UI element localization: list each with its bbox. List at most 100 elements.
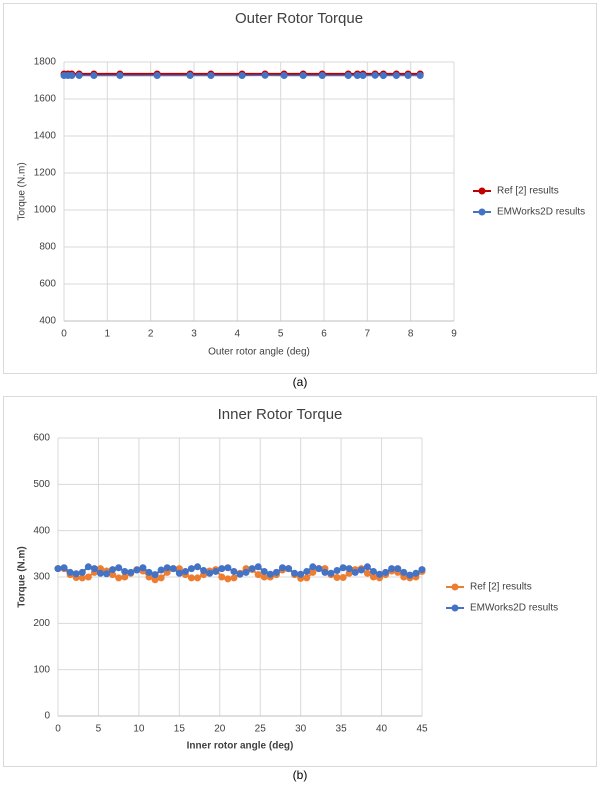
point [333, 567, 341, 575]
point [272, 568, 280, 576]
legend-marker [451, 583, 459, 591]
point [115, 574, 123, 582]
point [75, 72, 83, 80]
chart-title: Inner Rotor Torque [218, 406, 343, 423]
point [121, 567, 129, 575]
x-tick-label: 5 [96, 724, 102, 735]
point [382, 568, 390, 576]
x-tick-label: 7 [365, 329, 371, 340]
x-tick-label: 20 [214, 724, 226, 735]
point [369, 573, 377, 581]
y-tick-label: 1600 [34, 94, 57, 105]
point [371, 71, 379, 79]
point [194, 574, 202, 582]
point [133, 566, 141, 574]
point [236, 570, 244, 578]
point [363, 563, 371, 571]
point [151, 571, 159, 579]
point [299, 72, 307, 80]
point [68, 72, 76, 80]
x-tick-label: 0 [55, 724, 61, 735]
point [90, 72, 98, 80]
x-tick-label: 40 [376, 724, 388, 735]
point [145, 568, 153, 576]
x-tick-label: 45 [416, 724, 428, 735]
point [297, 570, 305, 578]
point [78, 568, 86, 576]
point [206, 569, 214, 577]
point [96, 569, 104, 577]
legend-label: Ref [2] results [470, 582, 532, 593]
point [260, 573, 268, 581]
point [369, 567, 377, 575]
point [291, 569, 299, 577]
point [327, 569, 335, 577]
point [78, 574, 86, 582]
point [187, 574, 195, 582]
point [345, 565, 353, 573]
point [116, 72, 124, 80]
point [163, 564, 171, 572]
point [278, 564, 286, 572]
point [392, 72, 400, 80]
point [151, 576, 159, 584]
point [285, 565, 293, 573]
point [353, 72, 361, 80]
caption: (b) [293, 768, 308, 782]
y-tick-label: 600 [39, 279, 56, 290]
point [242, 568, 250, 576]
x-tick-label: 5 [278, 329, 284, 340]
point [248, 565, 256, 573]
legend-marker [451, 604, 459, 612]
x-axis-label: Outer rotor angle (deg) [208, 347, 310, 358]
point [406, 571, 414, 579]
y-tick-label: 1000 [34, 205, 57, 216]
legend-label: Ref [2] results [497, 186, 559, 197]
y-tick-label: 0 [44, 711, 50, 722]
point [218, 573, 226, 581]
point [200, 567, 208, 575]
x-tick-label: 4 [235, 329, 241, 340]
x-tick-label: 1 [105, 329, 111, 340]
point [153, 72, 161, 80]
point [109, 571, 117, 579]
point [72, 570, 80, 578]
point [157, 574, 165, 582]
point [321, 568, 329, 576]
x-tick-label: 30 [295, 724, 307, 735]
point [359, 72, 367, 80]
point [169, 565, 177, 573]
point [175, 569, 183, 577]
caption: (a) [293, 375, 308, 389]
x-tick-label: 0 [61, 329, 67, 340]
y-axis-label: Torque (N.m) [17, 546, 28, 607]
point [344, 72, 352, 80]
point [238, 72, 246, 80]
point [84, 573, 92, 581]
y-tick-label: 500 [33, 479, 50, 490]
point [230, 567, 238, 575]
point [207, 72, 215, 80]
x-axis-label: Inner rotor angle (deg) [187, 741, 294, 752]
point [318, 72, 326, 80]
point [254, 571, 262, 579]
point [186, 72, 194, 80]
legend-label: EMWorks2D results [470, 603, 558, 614]
point [404, 72, 412, 80]
x-tick-label: 35 [336, 724, 348, 735]
legend-marker [478, 187, 486, 195]
point [103, 570, 111, 578]
point [194, 563, 202, 571]
point [309, 568, 317, 576]
point [187, 565, 195, 573]
point [121, 573, 129, 581]
point [339, 564, 347, 572]
x-tick-label: 6 [321, 329, 327, 340]
point [376, 570, 384, 578]
y-tick-label: 400 [39, 316, 56, 327]
point [315, 565, 323, 573]
y-tick-label: 1200 [34, 168, 57, 179]
point [224, 564, 232, 572]
point [394, 565, 402, 573]
